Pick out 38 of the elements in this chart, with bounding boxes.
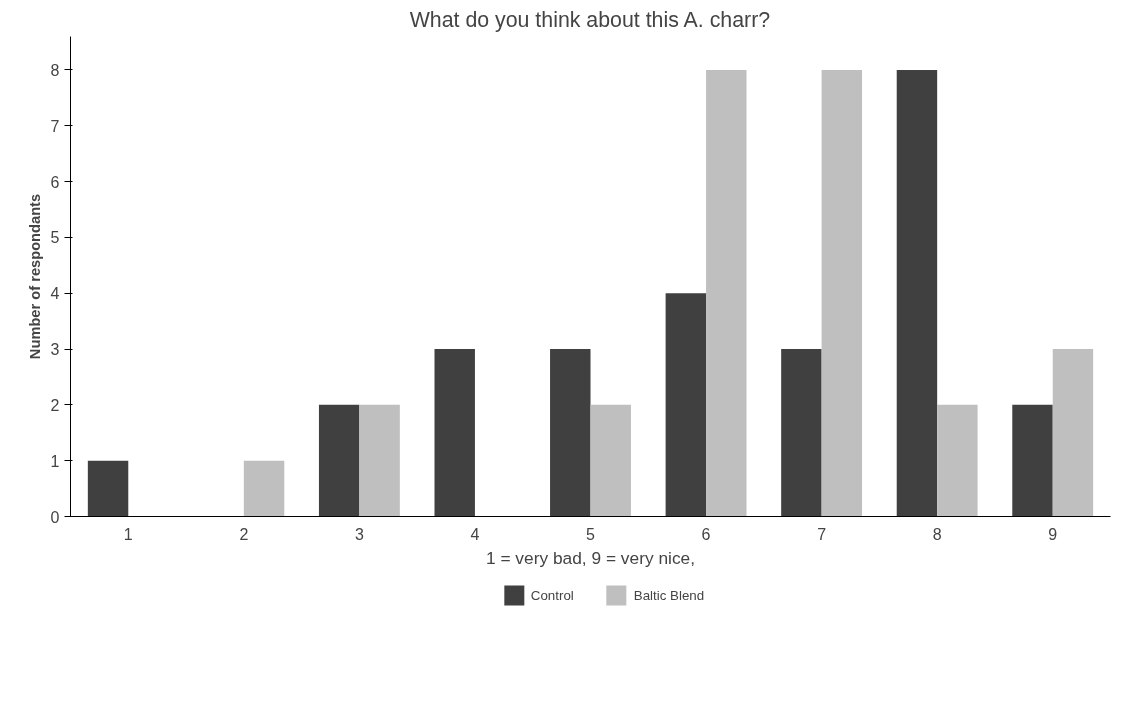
legend-label: Baltic Blend — [633, 587, 705, 603]
y-tick-label: 6 — [50, 173, 60, 191]
chart-title: What do you think about this A. charr? — [409, 7, 771, 32]
bar — [781, 349, 822, 517]
y-tick-label: 8 — [50, 61, 60, 79]
bar — [896, 69, 938, 517]
x-tick-label: 1 — [123, 525, 133, 543]
bar — [937, 404, 978, 517]
x-tick-label: 2 — [239, 525, 249, 543]
bar — [550, 349, 591, 517]
y-tick-label: 0 — [50, 508, 60, 526]
x-tick-label: 5 — [586, 525, 596, 543]
y-tick-label: 2 — [50, 396, 60, 414]
bar — [821, 69, 863, 517]
x-tick-label: 3 — [354, 525, 364, 543]
y-tick-label: 3 — [50, 341, 60, 359]
bar — [665, 293, 707, 517]
y-tick-label: 5 — [50, 229, 60, 247]
bar — [1012, 404, 1053, 517]
bar — [434, 349, 475, 517]
y-tick-label: 1 — [50, 452, 60, 470]
bar — [318, 404, 360, 517]
bar — [243, 460, 285, 517]
y-tick-label: 4 — [50, 285, 60, 303]
x-tick-label: 4 — [470, 525, 480, 543]
x-tick-label: 6 — [701, 525, 711, 543]
y-tick-label: 7 — [50, 117, 60, 135]
bar — [590, 404, 631, 517]
y-axis-title: Number of respondants — [26, 193, 43, 360]
legend-label: Control — [530, 587, 574, 603]
x-tick-label: 9 — [1048, 525, 1058, 543]
x-axis-title: 1 = very bad, 9 = very nice, — [485, 547, 696, 568]
bar — [359, 404, 400, 517]
bar — [1052, 349, 1094, 517]
x-tick-label: 8 — [932, 525, 942, 543]
x-tick-label: 7 — [817, 525, 827, 543]
bar — [706, 69, 747, 517]
bar — [87, 460, 129, 517]
